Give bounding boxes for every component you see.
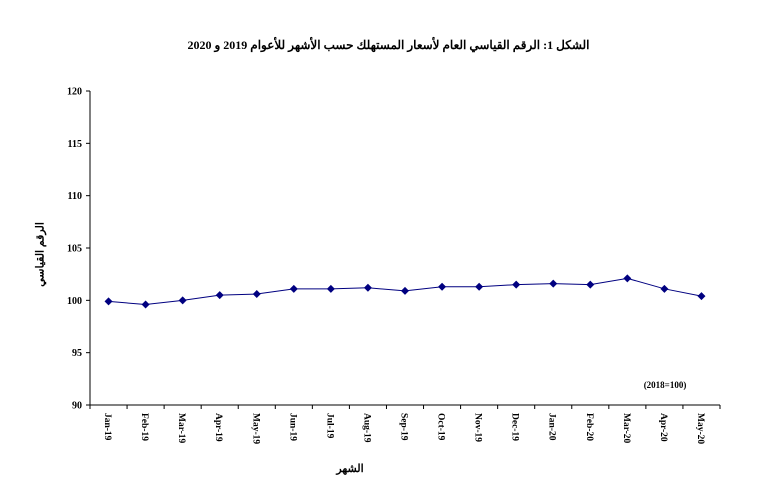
y-tick-label: 105 — [67, 244, 82, 255]
x-tick-label: Feb-20 — [584, 413, 594, 441]
data-point — [475, 282, 484, 291]
data-point — [215, 291, 224, 300]
x-tick-label: Jan-19 — [102, 413, 112, 441]
base-year-note: (2018=100) — [643, 380, 687, 390]
data-point — [178, 296, 187, 305]
x-tick-label: Nov-19 — [473, 413, 483, 442]
data-point — [697, 292, 706, 301]
y-tick-label: 115 — [68, 139, 82, 150]
x-tick-label: May-19 — [250, 413, 260, 444]
y-tick-label: 120 — [67, 87, 82, 98]
data-point — [252, 290, 261, 299]
y-tick-label: 95 — [72, 348, 82, 359]
x-tick-label: May-20 — [695, 413, 705, 444]
x-tick-label: Jul-19 — [324, 413, 334, 439]
data-point — [586, 280, 595, 289]
data-point — [289, 284, 298, 293]
x-tick-label: Sep-19 — [399, 413, 409, 441]
y-axis-label: الرقم القياسي — [34, 222, 47, 287]
x-tick-label: Apr-20 — [658, 413, 668, 442]
x-tick-label: Mar-19 — [176, 413, 186, 443]
x-tick-label: Dec-19 — [510, 413, 520, 441]
data-point — [141, 300, 150, 309]
data-point — [623, 274, 632, 283]
x-tick-label: Apr-19 — [213, 413, 223, 442]
data-point — [438, 282, 447, 291]
x-tick-label: Jun-19 — [287, 413, 297, 441]
y-tick-label: 90 — [72, 401, 82, 412]
x-tick-label: Mar-20 — [621, 413, 631, 443]
x-tick-label: Aug-19 — [361, 413, 371, 443]
x-axis-label: الشهر — [336, 463, 364, 475]
data-point — [660, 284, 669, 293]
data-point — [363, 283, 372, 292]
data-point — [326, 284, 335, 293]
x-tick-label: Oct-19 — [436, 413, 446, 441]
data-point — [401, 286, 409, 295]
x-tick-label: Feb-19 — [139, 413, 149, 441]
chart-title: الشكل 1: الرقم القياسي العام لأسعار المس… — [187, 38, 590, 52]
data-point — [104, 297, 113, 306]
data-point — [512, 280, 521, 289]
x-tick-label: Jan-20 — [547, 413, 557, 441]
y-tick-label: 110 — [68, 191, 82, 202]
y-tick-label: 100 — [67, 296, 82, 307]
data-point — [549, 279, 558, 288]
